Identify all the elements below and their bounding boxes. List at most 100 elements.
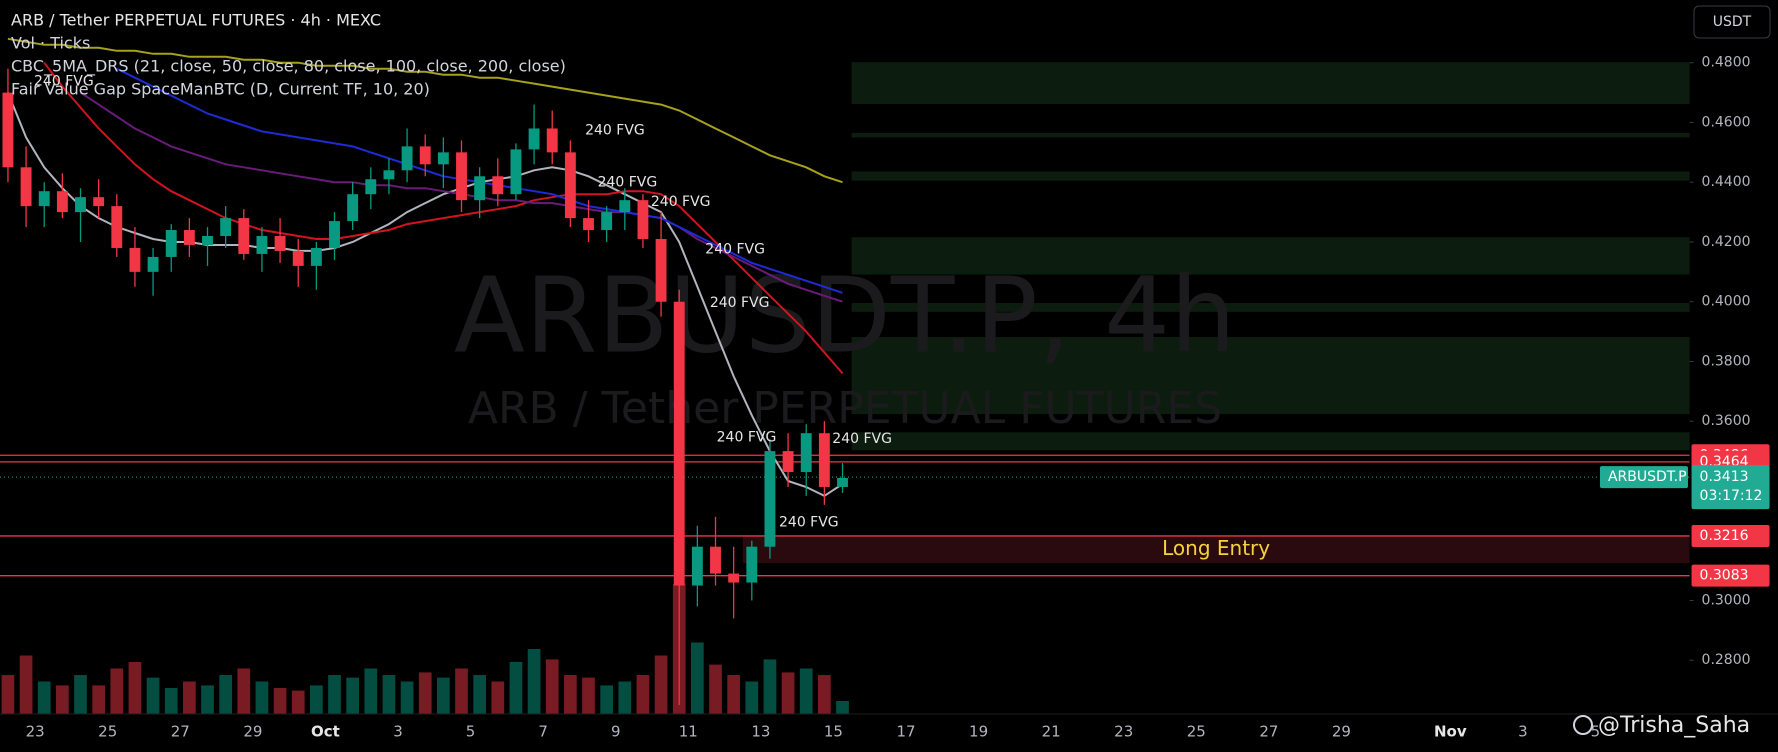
candle-body (129, 247, 141, 272)
candle-body (38, 191, 50, 207)
fvg-zone (851, 432, 1690, 451)
level-label: 0.3216 (1700, 528, 1749, 544)
candle-body (564, 152, 576, 219)
fvg-label: 240 FVG (832, 431, 892, 447)
x-tick-label: 5 (466, 723, 476, 741)
x-tick-label: 23 (1114, 723, 1133, 741)
volume-bar (146, 677, 160, 714)
fvg-label: 240 FVG (585, 122, 645, 138)
currency-button[interactable] (1693, 5, 1771, 39)
candle-body (75, 197, 86, 213)
x-tick-label: 17 (896, 723, 915, 741)
current-price-label: 0.3413 (1700, 469, 1749, 485)
volume-bar (636, 675, 650, 714)
x-tick-label: 5 (1591, 723, 1601, 741)
volume-bar (37, 681, 51, 714)
watermark-description: ARB / Tether PERPETUAL FUTURES (468, 383, 1222, 434)
y-tick-label: 0.4800 (1702, 55, 1751, 71)
fvg-label: 240 FVG (598, 175, 658, 191)
candle-body (365, 179, 377, 195)
x-tick-label: 3 (393, 723, 403, 741)
candle-body (347, 194, 359, 222)
x-tick-label: 3 (1518, 723, 1528, 741)
volume-bar (545, 659, 559, 714)
fvg-zone (851, 237, 1690, 275)
volume-bar (455, 668, 468, 714)
candle-body (818, 433, 830, 487)
candle-body (583, 218, 594, 231)
volume-bar (92, 685, 106, 714)
candle-body (673, 301, 685, 586)
candle-body (456, 152, 467, 201)
volume-bar (418, 672, 432, 714)
candle-body (492, 176, 504, 195)
volume-bar (491, 681, 505, 714)
x-tick-label: Nov (1434, 723, 1467, 741)
volume-bar (310, 685, 323, 714)
currency-label: USDT (1713, 14, 1752, 30)
candle-body (800, 433, 812, 473)
volume-bar (237, 668, 251, 714)
volume-bar (745, 681, 759, 714)
x-tick-label: 25 (1187, 723, 1206, 741)
candle-body (147, 256, 159, 272)
candle-body (292, 250, 304, 266)
x-tick-label: Oct (311, 723, 340, 741)
y-tick-label: 0.3800 (1702, 353, 1751, 369)
volume-bar (654, 655, 668, 714)
fvg-zone (851, 336, 1690, 415)
volume-bar (618, 681, 632, 714)
fvg-label: 240 FVG (651, 194, 711, 210)
y-tick-label: 0.2800 (1702, 652, 1751, 668)
candle-body (837, 477, 848, 487)
fvg-label: 240 FVG (34, 74, 94, 90)
volume-bar (473, 675, 487, 714)
chart-title: ARB / Tether PERPETUAL FUTURES · 4h · ME… (11, 11, 381, 30)
fvg-label: 240 FVG (705, 241, 765, 257)
indicator-label: Fair Value Gap SpaceManBTC (D, Current T… (11, 80, 430, 99)
volume-bar (781, 672, 795, 714)
fvg-label: 240 FVG (717, 430, 777, 446)
volume-bar (818, 675, 831, 714)
candle-body (510, 149, 522, 195)
credit-logo (1573, 715, 1593, 735)
y-tick-label: 0.4000 (1702, 294, 1751, 310)
x-tick-label: 21 (1042, 723, 1061, 741)
candle-body (764, 451, 776, 547)
candle-body (2, 92, 14, 168)
volume-bar (691, 642, 704, 714)
volume-bar (509, 662, 523, 714)
candle-body (782, 451, 794, 473)
candle-body (274, 236, 286, 251)
candle-body (710, 546, 721, 574)
volume-bar (564, 675, 577, 714)
candle-body (528, 128, 540, 150)
candle-body (619, 200, 631, 213)
moving-average (7, 37, 843, 184)
volume-bar (709, 664, 722, 714)
volume-bar (128, 662, 142, 714)
fvg-label: 240 FVG (779, 515, 839, 531)
fvg-zone (851, 132, 1690, 138)
credit: @Trisha_Saha (1598, 713, 1750, 738)
y-tick-label: 0.3600 (1702, 413, 1751, 429)
volume-bar (273, 688, 287, 714)
x-tick-label: 15 (824, 723, 843, 741)
candle-body (437, 152, 449, 165)
fvg-zone (851, 302, 1690, 312)
volume-bar (727, 675, 741, 714)
symbol-label-box (1599, 466, 1688, 489)
candle-body (691, 546, 703, 586)
current-price-box (1691, 465, 1770, 510)
volume-bar (437, 677, 450, 714)
candle-body (401, 146, 413, 171)
candle-body (474, 176, 486, 201)
x-tick-label: 29 (243, 723, 262, 741)
candle-body (546, 128, 558, 153)
candle-body (746, 546, 758, 583)
candle-body (20, 167, 32, 207)
x-tick-label: 11 (679, 723, 698, 741)
y-tick-label: 0.4200 (1702, 234, 1751, 250)
volume-bar (219, 675, 233, 714)
fvg-label: 240 FVG (710, 295, 770, 311)
